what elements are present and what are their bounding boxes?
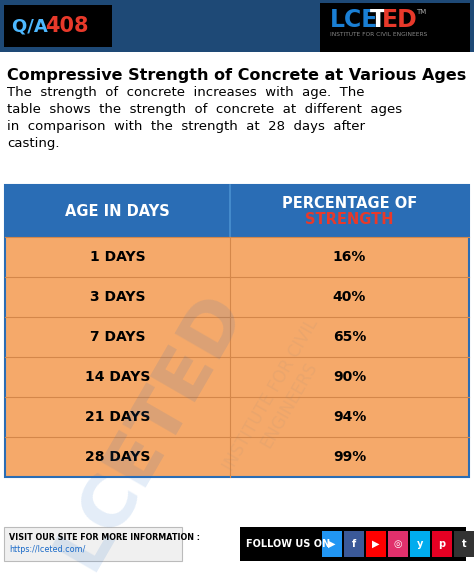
Text: T: T <box>370 8 386 32</box>
Bar <box>344 531 364 557</box>
Text: ED: ED <box>382 8 418 32</box>
Text: ◎: ◎ <box>394 539 402 549</box>
Text: INSTITUTE FOR CIVIL
ENGINEERS: INSTITUTE FOR CIVIL ENGINEERS <box>220 316 340 484</box>
Text: 7 DAYS: 7 DAYS <box>90 330 145 344</box>
Bar <box>5 185 469 477</box>
Bar <box>320 3 470 52</box>
Text: INSTITUTE FOR CIVIL ENGINEERS: INSTITUTE FOR CIVIL ENGINEERS <box>330 32 428 37</box>
Text: TM: TM <box>416 9 426 15</box>
Bar <box>454 531 474 557</box>
Text: 14 DAYS: 14 DAYS <box>85 370 150 384</box>
Bar <box>388 531 408 557</box>
Bar <box>432 531 452 557</box>
Text: AGE IN DAYS: AGE IN DAYS <box>65 203 170 218</box>
Text: 99%: 99% <box>333 450 366 464</box>
Text: 408: 408 <box>45 16 89 36</box>
Bar <box>0 0 474 52</box>
Bar <box>366 531 386 557</box>
Text: Q/A: Q/A <box>12 17 54 35</box>
Text: 21 DAYS: 21 DAYS <box>85 410 150 424</box>
Bar <box>240 527 466 561</box>
Text: casting.: casting. <box>7 137 60 150</box>
Bar <box>5 317 469 357</box>
Text: 28 DAYS: 28 DAYS <box>85 450 150 464</box>
Text: 40%: 40% <box>333 290 366 304</box>
Text: LCETED: LCETED <box>44 280 256 573</box>
Text: STRENGTH: STRENGTH <box>305 213 394 227</box>
Bar <box>5 237 469 277</box>
Text: 1 DAYS: 1 DAYS <box>90 250 146 264</box>
Bar <box>4 5 112 47</box>
Text: 94%: 94% <box>333 410 366 424</box>
Bar <box>5 397 469 437</box>
Text: 65%: 65% <box>333 330 366 344</box>
Text: y: y <box>417 539 423 549</box>
Bar <box>5 277 469 317</box>
Text: 90%: 90% <box>333 370 366 384</box>
Bar <box>5 437 469 477</box>
Bar <box>322 531 342 557</box>
Text: VISIT OUR SITE FOR MORE INFORMATION :: VISIT OUR SITE FOR MORE INFORMATION : <box>9 533 200 543</box>
Text: https://lceted.com/: https://lceted.com/ <box>9 545 85 555</box>
Bar <box>4 527 182 561</box>
Text: f: f <box>352 539 356 549</box>
Text: ▶: ▶ <box>328 539 336 549</box>
Bar <box>410 531 430 557</box>
Text: in  comparison  with  the  strength  at  28  days  after: in comparison with the strength at 28 da… <box>7 120 365 133</box>
Text: ▶: ▶ <box>372 539 380 549</box>
Text: PERCENTAGE OF: PERCENTAGE OF <box>282 195 417 210</box>
Text: 16%: 16% <box>333 250 366 264</box>
Text: Compressive Strength of Concrete at Various Ages: Compressive Strength of Concrete at Vari… <box>7 68 466 83</box>
Text: t: t <box>462 539 466 549</box>
Bar <box>5 357 469 397</box>
Text: LCE: LCE <box>330 8 378 32</box>
Text: 3 DAYS: 3 DAYS <box>90 290 145 304</box>
Text: The  strength  of  concrete  increases  with  age.  The: The strength of concrete increases with … <box>7 86 365 99</box>
Text: FOLLOW US ON: FOLLOW US ON <box>246 539 330 549</box>
Text: p: p <box>438 539 446 549</box>
Bar <box>5 185 469 237</box>
Text: table  shows  the  strength  of  concrete  at  different  ages: table shows the strength of concrete at … <box>7 103 402 116</box>
